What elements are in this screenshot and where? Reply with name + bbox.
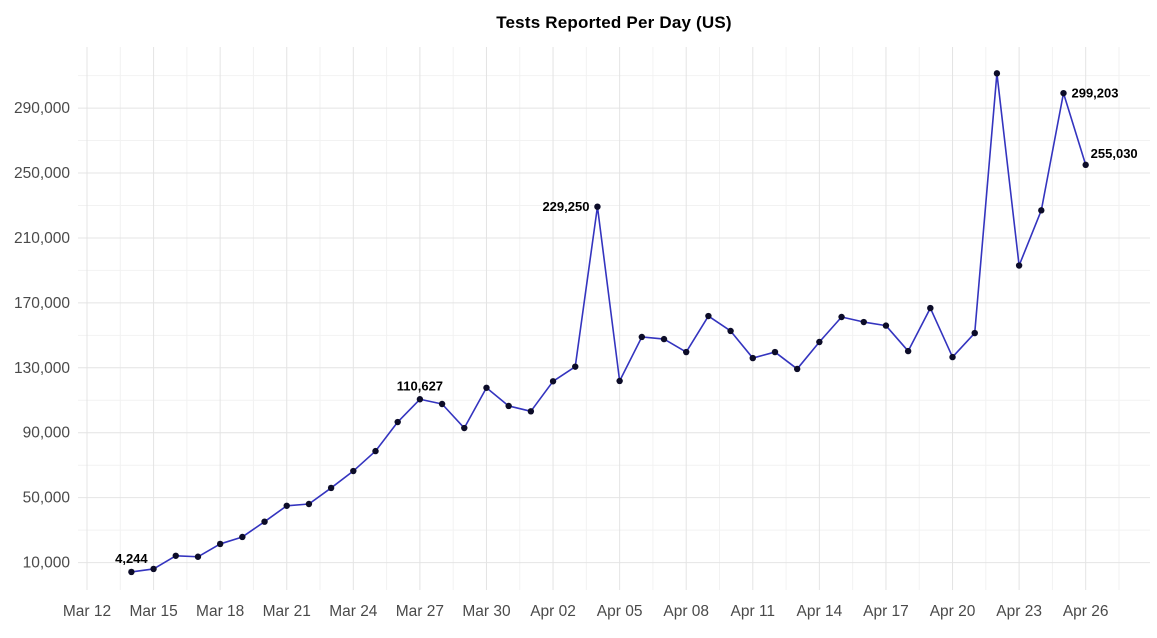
x-axis-tick-label: Mar 30 <box>462 603 511 620</box>
data-point <box>327 484 335 492</box>
data-point <box>816 338 823 346</box>
data-point <box>172 552 179 559</box>
data-point <box>771 348 779 356</box>
x-axis-tick-label: Mar 15 <box>129 603 177 620</box>
data-point <box>616 377 623 385</box>
data-point <box>261 518 268 525</box>
data-point <box>572 363 579 370</box>
data-point <box>372 447 379 455</box>
data-point <box>1082 161 1089 169</box>
y-axis-tick-label: 210,000 <box>14 230 70 247</box>
y-axis-tick-label: 290,000 <box>14 100 70 117</box>
data-point <box>1038 207 1045 214</box>
y-axis-tick-label: 90,000 <box>23 425 71 442</box>
data-point <box>194 553 202 560</box>
data-point-value-label: 255,030 <box>1091 146 1138 161</box>
data-point <box>549 378 557 385</box>
data-point <box>216 540 224 548</box>
data-point <box>793 365 801 373</box>
x-axis-tick-label: Apr 20 <box>930 603 976 620</box>
data-point <box>283 502 290 509</box>
x-axis-tick-label: Apr 02 <box>530 603 576 620</box>
data-point <box>971 329 978 337</box>
data-point <box>949 353 956 361</box>
data-point <box>927 304 934 312</box>
x-axis-tick-label: Apr 14 <box>797 603 843 620</box>
data-point <box>860 318 867 326</box>
x-axis-tick-label: Mar 27 <box>396 603 444 620</box>
data-point <box>505 402 512 410</box>
data-point <box>239 533 246 541</box>
data-point <box>594 203 601 210</box>
data-point <box>1060 89 1067 97</box>
data-point <box>838 313 845 321</box>
y-axis-tick-label: 130,000 <box>14 360 70 377</box>
x-axis-tick-label: Apr 08 <box>663 603 709 620</box>
y-axis-tick-label: 250,000 <box>14 165 70 182</box>
x-axis-tick-label: Mar 24 <box>329 603 378 620</box>
x-axis-tick-label: Apr 17 <box>863 603 909 620</box>
x-axis-tick-label: Mar 12 <box>63 603 111 620</box>
data-point-value-label: 110,627 <box>397 378 443 393</box>
data-point <box>993 70 1001 77</box>
x-axis-tick-label: Apr 05 <box>597 603 643 620</box>
trend-line <box>130 72 1087 573</box>
data-point <box>150 565 157 573</box>
data-point <box>660 335 668 343</box>
data-point-value-label: 299,203 <box>1071 86 1118 101</box>
data-point-value-label: 229,250 <box>542 199 589 214</box>
y-axis-tick-label: 10,000 <box>23 555 71 572</box>
data-point <box>882 322 890 329</box>
data-point <box>904 347 912 355</box>
x-axis-tick-label: Mar 18 <box>196 603 244 620</box>
x-axis-tick-label: Apr 11 <box>731 603 776 620</box>
x-axis-tick-label: Mar 21 <box>263 603 311 620</box>
data-point <box>438 400 446 408</box>
data-point <box>394 418 401 426</box>
chart-title: Tests Reported Per Day (US) <box>496 13 732 32</box>
data-point <box>483 384 490 391</box>
data-point <box>128 568 135 576</box>
x-axis-tick-label: Apr 23 <box>996 603 1042 620</box>
data-point <box>727 327 734 335</box>
x-axis-tick-label: Apr 26 <box>1063 603 1109 620</box>
data-point <box>705 312 712 320</box>
data-point <box>1015 262 1023 269</box>
data-point <box>305 500 313 508</box>
data-point-value-label: 4,244 <box>115 551 148 566</box>
data-point <box>350 467 357 475</box>
data-point <box>527 408 535 415</box>
data-point <box>461 424 468 432</box>
y-axis-tick-label: 170,000 <box>14 295 70 312</box>
data-point <box>749 354 756 362</box>
data-point <box>416 396 424 403</box>
y-axis-tick-label: 50,000 <box>23 490 71 507</box>
data-point <box>683 348 690 356</box>
data-point <box>638 333 646 341</box>
